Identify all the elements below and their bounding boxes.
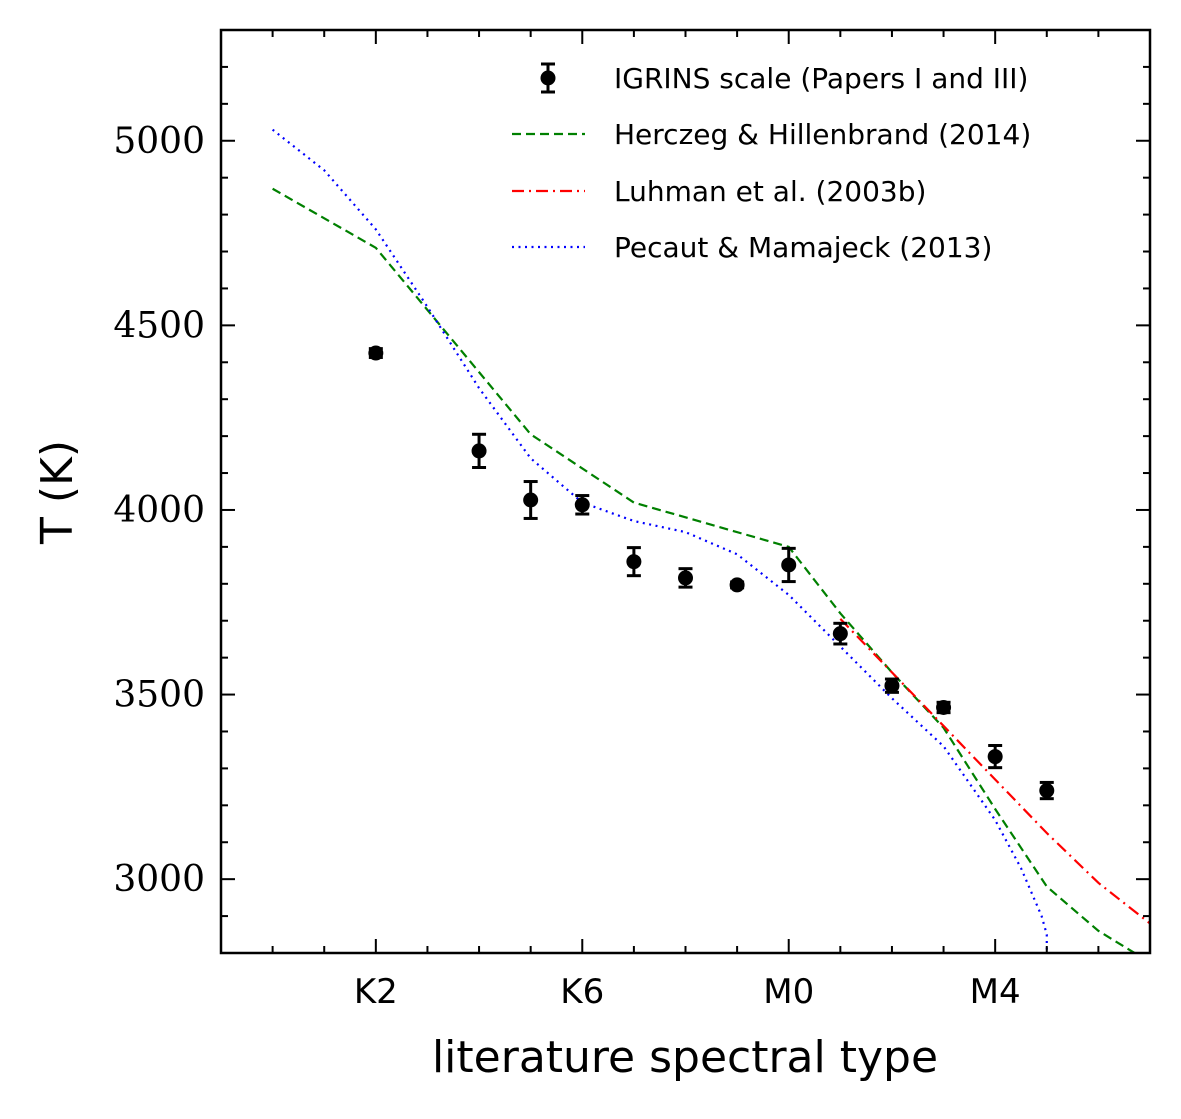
x-tick-label: K6 [560, 972, 604, 1012]
data-point [678, 570, 693, 586]
y-tick-label: 3500 [113, 675, 205, 716]
y-tick-label: 3000 [113, 859, 205, 900]
data-point [884, 678, 900, 694]
series-line-3 [271, 128, 1048, 953]
x-tick-label: K2 [354, 972, 398, 1012]
y-tick-label: 4500 [113, 305, 205, 346]
legend-marker [540, 70, 556, 86]
data-point [936, 699, 952, 715]
x-tick-label: M4 [970, 972, 1021, 1012]
data-point [987, 749, 1003, 765]
data-point [574, 497, 590, 513]
x-tick-label: M0 [763, 972, 814, 1012]
y-axis-label: T (K) [32, 440, 83, 545]
y-tick-label: 5000 [113, 121, 205, 162]
plot-area [271, 128, 1150, 953]
axes-frame [219, 28, 1152, 955]
legend-label: Pecaut & Mamajeck (2013) [614, 231, 992, 264]
data-point [729, 577, 745, 593]
data-point [1039, 783, 1055, 799]
data-point [471, 443, 487, 459]
legend: IGRINS scale (Papers I and III) Herczeg &… [512, 62, 1031, 264]
axes: 3000 3500 4000 4500 5000 K2 K6 M0 M4 [113, 28, 1152, 1012]
y-tick-label: 4000 [113, 490, 205, 531]
data-point [368, 345, 384, 361]
legend-label: Luhman et al. (2003b) [614, 175, 926, 208]
data-point [781, 557, 797, 573]
data-point [832, 626, 848, 642]
legend-label: IGRINS scale (Papers I and III) [614, 62, 1028, 95]
data-point [523, 492, 539, 508]
series-line-2 [839, 618, 1150, 925]
series-line-1 [272, 187, 1136, 953]
data-point [626, 554, 642, 570]
legend-label: Herczeg & Hillenbrand (2014) [614, 118, 1031, 151]
x-axis-label: literature spectral type [432, 1032, 938, 1083]
